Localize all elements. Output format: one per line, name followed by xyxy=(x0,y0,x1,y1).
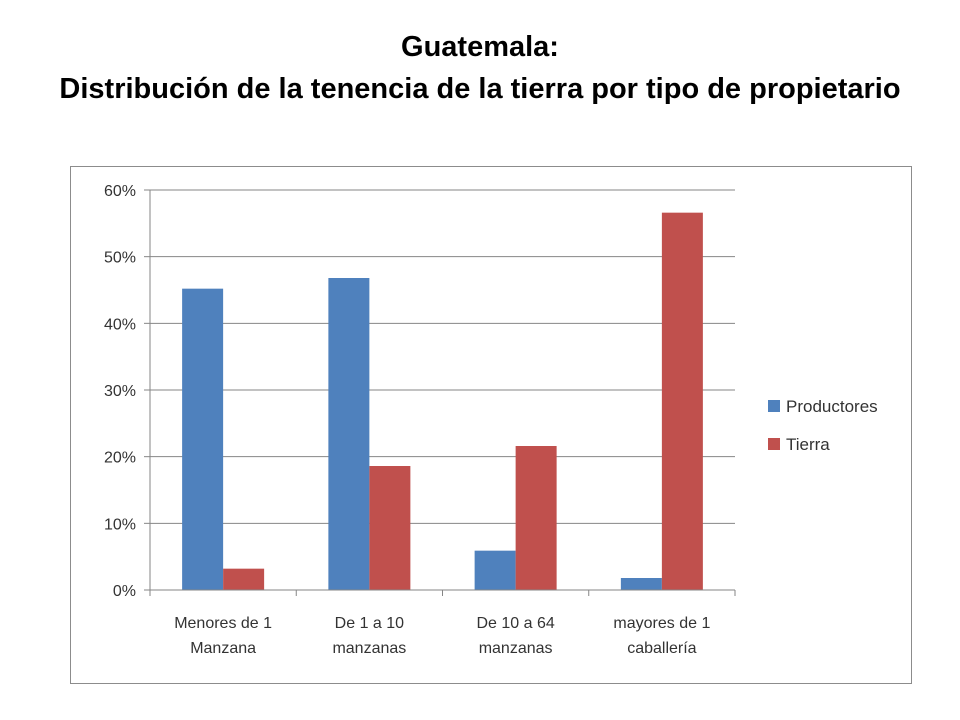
bar-tierra-3 xyxy=(661,212,703,590)
bar-tierra-2 xyxy=(515,446,557,590)
x-category-label-line: manzanas xyxy=(332,640,406,657)
chart-title-line-2: Distribución de la tenencia de la tierra… xyxy=(59,73,901,105)
bar-tierra-1 xyxy=(369,466,411,590)
chart-title-line-1: Guatemala: xyxy=(401,31,559,63)
legend-swatch-productores xyxy=(768,400,780,412)
grid-lines xyxy=(150,189,735,524)
y-tick-label: 30% xyxy=(104,383,136,400)
bar-productores-0 xyxy=(182,288,224,590)
legend-label-productores: Productores xyxy=(786,397,878,416)
bar-tierra-0 xyxy=(223,568,265,590)
y-tick-label: 40% xyxy=(104,316,136,333)
y-tick-label: 10% xyxy=(104,516,136,533)
legend-label-tierra: Tierra xyxy=(786,435,830,454)
x-category-label-line: Manzana xyxy=(190,640,256,657)
x-category-label-line: caballería xyxy=(627,640,696,657)
legend: Productores Tierra xyxy=(768,397,878,454)
y-tick-label: 60% xyxy=(104,183,136,200)
bar-productores-1 xyxy=(328,278,370,590)
bar-productores-2 xyxy=(474,550,516,590)
y-tick-label: 0% xyxy=(113,583,136,600)
x-category-label: mayores de 1 caballería xyxy=(613,615,710,657)
chart-title: Guatemala: Distribución de la tenencia d… xyxy=(40,26,920,110)
x-category-label-line: De 10 a 64 xyxy=(476,615,554,632)
x-category-label: De 10 a 64 manzanas xyxy=(476,615,554,657)
bar-productores-3 xyxy=(620,578,662,590)
x-category-label-line: manzanas xyxy=(479,640,553,657)
bars xyxy=(182,212,703,590)
x-axis xyxy=(149,589,736,596)
x-category-label-line: De 1 a 10 xyxy=(335,615,404,632)
x-category-label-line: mayores de 1 xyxy=(613,615,710,632)
x-category-label: Menores de 1 Manzana xyxy=(174,615,272,657)
y-axis-ticks: 0% 10% 20% 30% 40% 50% 60% xyxy=(104,183,151,600)
legend-swatch-tierra xyxy=(768,438,780,450)
x-category-label-line: Menores de 1 xyxy=(174,615,272,632)
x-category-label: De 1 a 10 manzanas xyxy=(332,615,406,657)
y-tick-label: 20% xyxy=(104,450,136,467)
y-tick-label: 50% xyxy=(104,250,136,267)
